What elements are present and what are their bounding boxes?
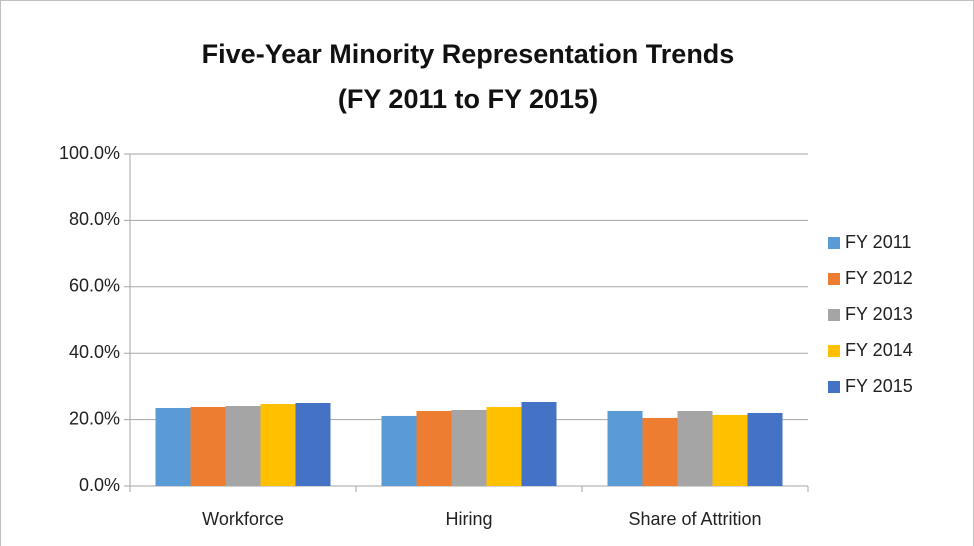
legend-label: FY 2015 (845, 376, 913, 396)
bar (642, 417, 678, 486)
legend-label: FY 2011 (845, 232, 911, 252)
y-tick-label: 80.0% (69, 209, 120, 229)
bar (677, 410, 713, 486)
x-tick-label: Workforce (202, 509, 284, 529)
y-tick-label: 0.0% (79, 475, 120, 495)
x-tick-label: Share of Attrition (628, 509, 761, 529)
bar (190, 406, 226, 486)
bar (260, 403, 296, 486)
chart-title: (FY 2011 to FY 2015) (338, 84, 598, 114)
bar (225, 405, 261, 486)
y-tick-label: 40.0% (69, 342, 120, 362)
y-tick-label: 20.0% (69, 408, 120, 428)
legend-label: FY 2012 (845, 268, 913, 288)
bar (521, 402, 557, 486)
legend-swatch (828, 237, 840, 249)
legend-swatch (828, 381, 840, 393)
bar (607, 410, 643, 486)
x-tick-label: Hiring (445, 509, 492, 529)
y-tick-label: 60.0% (69, 276, 120, 296)
bar (486, 406, 522, 486)
legend-swatch (828, 273, 840, 285)
y-tick-label: 100.0% (59, 143, 120, 163)
bar (712, 414, 748, 486)
bar (381, 415, 417, 486)
legend-label: FY 2014 (845, 340, 913, 360)
legend-label: FY 2013 (845, 304, 913, 324)
bar (295, 403, 331, 486)
bar (747, 412, 783, 486)
bar (155, 407, 191, 486)
legend-swatch (828, 345, 840, 357)
chart-title: Five-Year Minority Representation Trends (202, 39, 735, 69)
bar (451, 409, 487, 486)
bar (416, 410, 452, 486)
legend-swatch (828, 309, 840, 321)
